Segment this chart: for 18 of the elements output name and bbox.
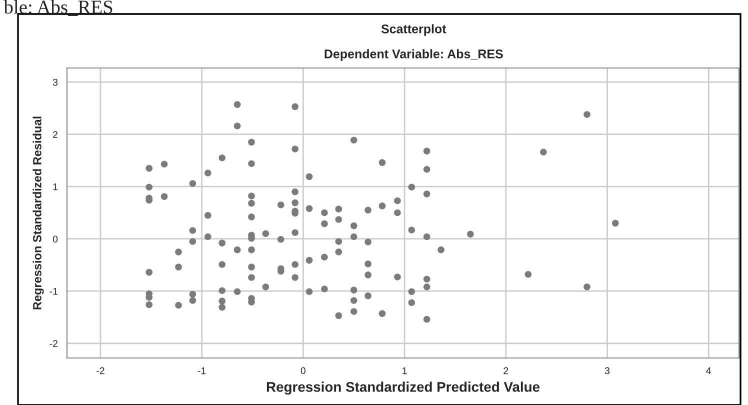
x-tick-label: -2	[96, 367, 104, 374]
y-tick-label: -1	[50, 288, 58, 295]
x-tick-label: 2	[504, 367, 508, 374]
y-tick-label: 1	[53, 183, 58, 190]
y-axis-title: Regression Standardized Residual	[32, 116, 44, 310]
y-tick-label: -2	[50, 340, 58, 347]
text: ble: Abs_RES	[4, 0, 112, 16]
x-tick-label: 4	[706, 367, 712, 374]
x-tick-label: -1	[198, 367, 206, 374]
chart-subtitle: Dependent Variable: Abs_RES	[324, 49, 503, 61]
x-tick-label: 3	[604, 367, 610, 374]
y-tick-label: 3	[52, 78, 58, 86]
x-axis-title: Regression Standardized Predicted Value	[266, 382, 540, 395]
chart-title: Scatterplot	[381, 24, 446, 36]
y-tick-label: 0	[52, 236, 58, 242]
x-tick-label: 1	[402, 367, 407, 374]
x-tick-label: 0	[300, 367, 306, 374]
y-tick-label: 2	[53, 131, 58, 138]
